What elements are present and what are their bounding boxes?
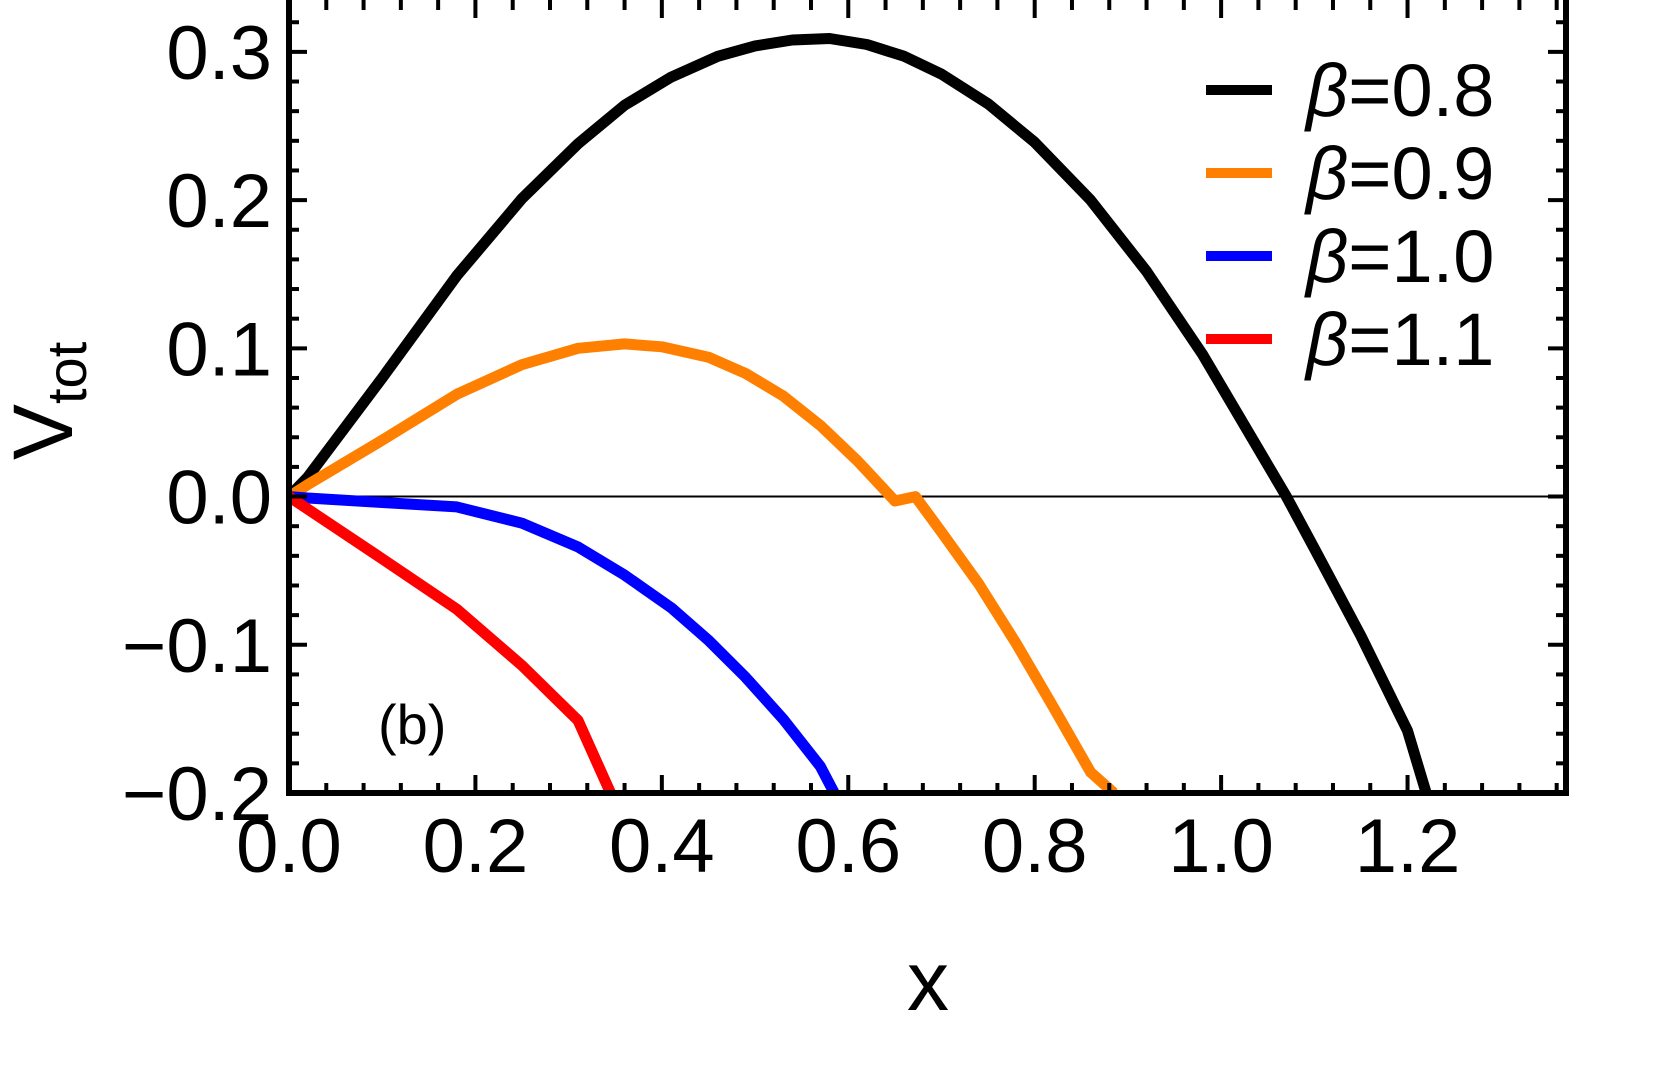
series-line-2 (289, 338, 1118, 793)
x-tick-label: 0.6 (795, 804, 901, 889)
y-tick-label: −0.2 (122, 752, 272, 837)
legend: β=0.8β=0.9β=1.0β=1.1 (1206, 49, 1494, 381)
panel-label: (b) (378, 693, 446, 756)
y-axis-title-main: V (0, 404, 90, 460)
label-layer: 0.0 0.2 0.4 0.6 0.8 1.0 1.2 −0.2 −0.1 0.0 0.1 0.2 0.… (122, 11, 1460, 889)
y-axis-title-sub: tot (35, 341, 98, 404)
y-tick-label: −0.1 (122, 604, 272, 689)
y-tick-label: 0.3 (166, 11, 272, 96)
legend-label-4: β=1.1 (1304, 298, 1494, 381)
legend-symbol: β (1304, 215, 1348, 298)
series-layer (289, 33, 1432, 793)
series-line-1 (289, 33, 1432, 793)
tick-layer (287, 0, 1566, 795)
legend-label-1: β=0.8 (1304, 49, 1494, 132)
plot-frame (286, 0, 1569, 796)
y-axis-title: V tot (0, 341, 98, 460)
legend-value: =0.9 (1348, 132, 1494, 215)
x-tick-label: 0.8 (982, 804, 1088, 889)
x-tick-label: 1.0 (1168, 804, 1274, 889)
series-line-3 (289, 491, 840, 793)
legend-value: =1.1 (1348, 298, 1494, 381)
y-tick-label: 0.0 (166, 456, 272, 541)
legend-symbol: β (1304, 49, 1348, 132)
x-tick-label: 0.2 (423, 804, 529, 889)
y-tick-label: 0.1 (166, 307, 272, 392)
x-tick-label: 0.4 (609, 804, 715, 889)
x-axis-title: x (907, 934, 949, 1028)
x-tick-label: 1.2 (1355, 804, 1461, 889)
legend-symbol: β (1304, 298, 1348, 381)
series-line-4 (289, 492, 616, 793)
legend-symbol: β (1304, 132, 1348, 215)
x-tick-label: 0.0 (236, 804, 342, 889)
legend-value: =0.8 (1348, 49, 1494, 132)
legend-label-3: β=1.0 (1304, 215, 1494, 298)
legend-label-2: β=0.9 (1304, 132, 1494, 215)
legend-value: =1.0 (1348, 215, 1494, 298)
y-tick-label: 0.2 (166, 159, 272, 244)
